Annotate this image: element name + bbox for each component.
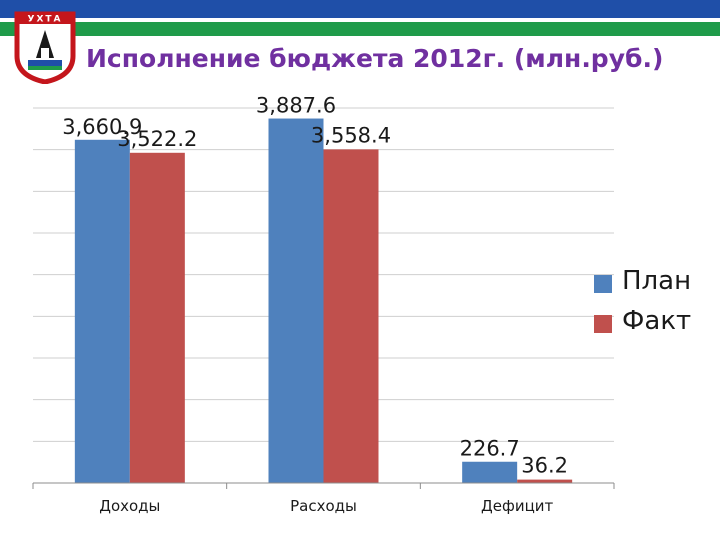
page-title: Исполнение бюджета 2012г. (млн.руб.)	[86, 44, 664, 73]
category-label-3: Дефицит	[481, 497, 553, 515]
bar-plan-2	[268, 118, 324, 483]
legend-swatch-plan	[594, 275, 612, 293]
bar-plan-1	[74, 139, 130, 483]
data-label-fact-3: 36.2	[521, 454, 568, 478]
data-label-plan-2: 3,887.6	[256, 94, 336, 118]
header-stripe-blue	[0, 0, 720, 18]
data-label-fact-1: 3,522.2	[117, 127, 197, 151]
header-stripe-white	[0, 18, 720, 22]
legend-label-fact: Факт	[622, 306, 692, 336]
category-label-2: Расходы	[290, 497, 357, 515]
city-emblem-logo: УХТА	[14, 11, 76, 84]
bar-fact-1	[129, 152, 185, 483]
category-label-1: Доходы	[99, 497, 160, 515]
data-label-plan-3: 226.7	[460, 437, 520, 461]
header-stripe-green	[0, 22, 720, 36]
legend-swatch-fact	[594, 315, 612, 333]
bar-fact-3	[517, 479, 573, 483]
bar-plan-3	[462, 461, 518, 483]
legend-label-plan: План	[622, 266, 692, 296]
data-label-fact-2: 3,558.4	[311, 123, 391, 147]
logo-text: УХТА	[28, 15, 63, 25]
data-label-plan-1: 3,660.9	[62, 115, 142, 139]
bar-fact-2	[323, 149, 379, 483]
